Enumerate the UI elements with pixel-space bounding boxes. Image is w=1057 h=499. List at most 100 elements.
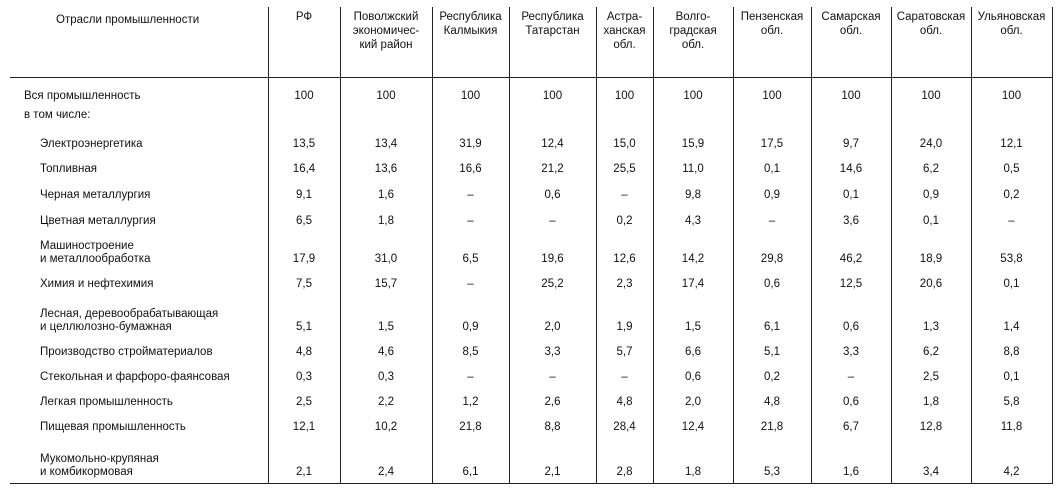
column-header-samara: Самарская обл.: [810, 7, 892, 78]
table-cell: 7,5: [267, 270, 341, 295]
document-page: Отрасли промышленности РФ Поволжский эко…: [10, 7, 1053, 497]
table-cell: 2,2: [339, 388, 433, 413]
table-cell: 12,6: [595, 232, 654, 270]
table-cell: 20,6: [890, 270, 972, 295]
table-cell: 1,8: [890, 388, 972, 413]
table-cell: [652, 107, 734, 129]
table-cell: 6,2: [890, 338, 972, 363]
table-cell: –: [595, 180, 654, 206]
table-cell: [339, 107, 433, 129]
table-row: Мукомольно-крупяная и комбикормовая 2,1 2,…: [10, 438, 1053, 483]
table-cell: 1,5: [652, 295, 734, 338]
table-cell: 5,8: [970, 388, 1053, 413]
table-cell: –: [431, 270, 510, 295]
table-body: Вся промышленность 100 100 100 100 100 100 100 1…: [10, 77, 1053, 483]
header-row: Отрасли промышленности РФ Поволжский эко…: [10, 7, 1053, 78]
row-label: Цветная металлургия: [10, 206, 269, 232]
table-cell: 6,5: [267, 206, 341, 232]
table-cell: –: [431, 180, 510, 206]
table-cell: 1,6: [339, 180, 433, 206]
table-cell: 4,8: [595, 388, 654, 413]
table-cell: 3,6: [810, 206, 892, 232]
table-row: Стекольная и фарфоро-фаянсовая 0,3 0,3– – –0…: [10, 363, 1053, 388]
table-cell: 1,8: [652, 438, 734, 483]
table-cell: 8,5: [431, 338, 510, 363]
row-label: Черная металлургия: [10, 180, 269, 206]
table-cell: 3,3: [508, 338, 597, 363]
table-cell: 5,1: [732, 338, 812, 363]
table-cell: 0,1: [810, 180, 892, 206]
table-cell: 0,9: [732, 180, 812, 206]
table-cell: 25,5: [595, 155, 654, 180]
industry-structure-table: Отрасли промышленности РФ Поволжский эко…: [10, 7, 1053, 484]
column-header-tatarstan: Республика Татарстан: [508, 7, 597, 78]
table-cell: 11,0: [652, 155, 734, 180]
table-cell: 2,3: [595, 270, 654, 295]
table-cell: –: [508, 206, 597, 232]
row-label: Электроэнергетика: [10, 129, 269, 155]
table-cell: 1,5: [339, 295, 433, 338]
table-cell: 15,0: [595, 129, 654, 155]
table-cell: 14,6: [810, 155, 892, 180]
column-header-penza: Пензенская обл.: [732, 7, 812, 78]
row-label: Химия и нефтехимия: [10, 270, 269, 295]
table-cell: 12,4: [508, 129, 597, 155]
table-cell: 0,2: [732, 363, 812, 388]
table-cell: 14,2: [652, 232, 734, 270]
table-cell: 100: [508, 77, 597, 107]
table-cell: [431, 107, 510, 129]
table-cell: 13,4: [339, 129, 433, 155]
table-cell: 0,9: [431, 295, 510, 338]
table-cell: 0,1: [890, 206, 972, 232]
column-header-rf: РФ: [267, 7, 341, 78]
table-cell: 0,2: [970, 180, 1053, 206]
table-cell: 25,2: [508, 270, 597, 295]
table-cell: 0,6: [810, 388, 892, 413]
row-label: Пищевая промышленность: [10, 413, 269, 438]
table-cell: 0,5: [970, 155, 1053, 180]
table-cell: 1,4: [970, 295, 1053, 338]
row-label: Производство стройматериалов: [10, 338, 269, 363]
table-cell: 0,9: [890, 180, 972, 206]
table-cell: 11,8: [970, 413, 1053, 438]
table-cell: 2,5: [890, 363, 972, 388]
table-cell: 9,1: [267, 180, 341, 206]
table-cell: 17,9: [267, 232, 341, 270]
table-cell: –: [810, 363, 892, 388]
table-cell: 100: [267, 77, 341, 107]
table-cell: 10,2: [339, 413, 433, 438]
table-cell: 12,1: [267, 413, 341, 438]
table-cell: 1,9: [595, 295, 654, 338]
table-cell: 100: [732, 77, 812, 107]
table-cell: 4,8: [267, 338, 341, 363]
table-cell: 1,2: [431, 388, 510, 413]
table-cell: 17,4: [652, 270, 734, 295]
table-cell: 6,7: [810, 413, 892, 438]
column-header-industries: Отрасли промышленности: [10, 7, 269, 78]
table-cell: 0,1: [732, 155, 812, 180]
column-header-astrakhan: Астра- ханская обл.: [595, 7, 654, 78]
table-cell: 12,4: [652, 413, 734, 438]
table-cell: 46,2: [810, 232, 892, 270]
table-cell: 0,6: [508, 180, 597, 206]
table-cell: 0,1: [970, 270, 1053, 295]
table-row: Производство стройматериалов 4,8 4,6 8,5 3,3…: [10, 338, 1053, 363]
table-cell: 100: [339, 77, 433, 107]
table-cell: 100: [810, 77, 892, 107]
table-cell: 3,3: [810, 338, 892, 363]
table-cell: 4,6: [339, 338, 433, 363]
row-label: Вся промышленность: [10, 77, 269, 107]
table-row: Машиностроение и металлообработка 17,9 31,…: [10, 232, 1053, 270]
table-cell: 1,8: [339, 206, 433, 232]
table-cell: 16,4: [267, 155, 341, 180]
table-cell: 5,3: [732, 438, 812, 483]
table-cell: 0,6: [652, 363, 734, 388]
table-row: Цветная металлургия 6,5 1,8– –0,2 4,3–3,6 0,1…: [10, 206, 1053, 232]
table-cell: 3,4: [890, 438, 972, 483]
table-cell: 21,2: [508, 155, 597, 180]
table-row: Топливная 16,4 13,6 16,6 21,2 25,5 11,0 0,1 14,6…: [10, 155, 1053, 180]
table-cell: 18,9: [890, 232, 972, 270]
table-cell: 8,8: [970, 338, 1053, 363]
row-label: Лесная, деревообрабатывающая и целлюлозн…: [10, 295, 269, 338]
table-cell: 2,4: [339, 438, 433, 483]
